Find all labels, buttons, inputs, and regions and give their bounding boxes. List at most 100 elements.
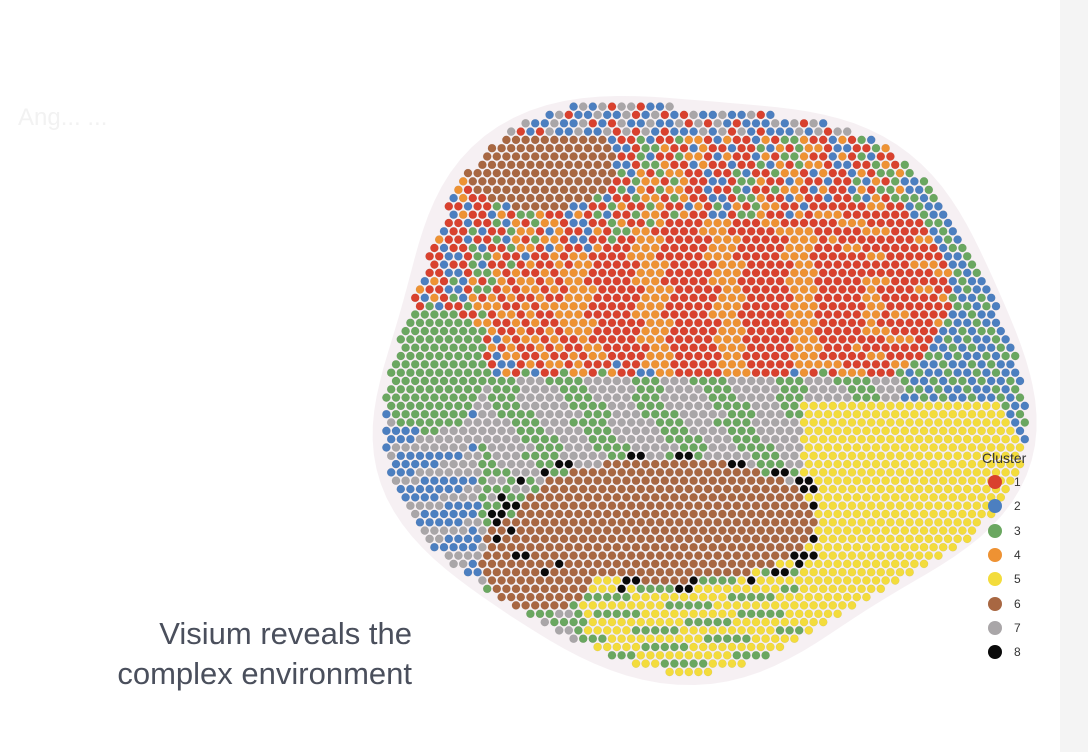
tissue-spot [895, 401, 905, 411]
tissue-spot [852, 160, 862, 170]
tissue-spot [631, 293, 641, 303]
tissue-spot [617, 218, 626, 228]
tissue-spot [866, 235, 876, 244]
tissue-spot [910, 293, 919, 303]
tissue-spot [727, 526, 737, 535]
tissue-spot [866, 185, 876, 195]
tissue-spot [559, 202, 569, 211]
tissue-spot [698, 143, 708, 153]
tissue-spot [794, 459, 804, 469]
tissue-spot [670, 177, 679, 186]
tissue-spot [746, 559, 756, 569]
tissue-spot [468, 177, 478, 186]
tissue-spot [598, 434, 607, 444]
tissue-spot [473, 368, 482, 378]
tissue-spot [713, 168, 722, 178]
tissue-spot [487, 409, 497, 419]
tissue-spot [641, 310, 650, 319]
tissue-spot [842, 160, 852, 170]
tissue-spot [866, 351, 876, 361]
tissue-spot [401, 493, 410, 502]
tissue-spot [593, 459, 602, 469]
tissue-spot [986, 343, 996, 353]
tissue-spot [828, 468, 838, 477]
tissue-spot [598, 601, 607, 610]
tissue-spot [631, 326, 641, 336]
tissue-spot [473, 401, 482, 411]
tissue-spot [612, 160, 622, 170]
tissue-spot [910, 443, 919, 452]
tissue-spot [511, 218, 521, 228]
tissue-spot [919, 310, 929, 319]
tissue-spot [1010, 468, 1020, 477]
tissue-spot [1001, 468, 1010, 477]
tissue-spot [722, 451, 732, 461]
tissue-spot [578, 418, 588, 427]
tissue-spot [602, 409, 612, 419]
tissue-spot [770, 534, 780, 544]
tissue-spot [919, 559, 929, 569]
tissue-spot [694, 202, 703, 211]
tissue-spot [751, 384, 761, 394]
tissue-spot [444, 218, 454, 228]
tissue-spot [473, 451, 482, 461]
tissue-spot [809, 501, 818, 511]
tissue-spot [550, 218, 559, 228]
tissue-spot [751, 318, 761, 328]
tissue-spot [401, 426, 410, 436]
tissue-spot [838, 202, 847, 211]
tissue-spot [785, 177, 794, 186]
tissue-spot [636, 268, 646, 278]
tissue-spot [684, 384, 694, 394]
tissue-spot [948, 343, 958, 353]
tissue-spot [799, 251, 809, 261]
tissue-spot [785, 376, 794, 386]
tissue-spot [564, 310, 574, 319]
tissue-spot [559, 235, 569, 244]
tissue-spot [838, 534, 847, 544]
tissue-spot [842, 326, 852, 336]
tissue-spot [780, 168, 790, 178]
tissue-spot [684, 351, 694, 361]
tissue-spot [689, 226, 698, 236]
tissue-spot [977, 509, 986, 519]
tissue-spot [780, 251, 790, 261]
tissue-spot [746, 326, 756, 336]
tissue-spot [650, 127, 660, 136]
tissue-spot [756, 210, 766, 219]
tissue-spot [415, 418, 425, 427]
tissue-spot [895, 251, 905, 261]
tissue-spot [746, 592, 756, 602]
tissue-spot [943, 384, 953, 394]
tissue-spot [761, 634, 770, 644]
tissue-spot [890, 359, 900, 369]
tissue-spot [718, 260, 727, 269]
tissue-spot [617, 119, 626, 128]
tissue-spot [761, 418, 770, 427]
tissue-spot [770, 168, 780, 178]
tissue-spot [578, 218, 588, 228]
tissue-spot [737, 293, 746, 303]
tissue-spot [506, 276, 516, 286]
tissue-spot [650, 243, 660, 253]
tissue-spot [722, 119, 732, 128]
tissue-spot [622, 542, 631, 552]
tissue-spot [770, 251, 780, 261]
tissue-spot [641, 542, 650, 552]
tissue-spot [521, 268, 530, 278]
tissue-spot [670, 509, 679, 519]
tissue-spot [924, 368, 934, 378]
tissue-spot [598, 617, 607, 627]
tissue-spot [545, 393, 554, 402]
tissue-spot [583, 359, 593, 369]
tissue-spot [434, 501, 444, 511]
tissue-spot [641, 110, 650, 120]
legend-item-6: 6 [978, 591, 1058, 615]
tissue-spot [761, 351, 770, 361]
tissue-spot [905, 368, 914, 378]
tissue-spot [674, 368, 684, 378]
tissue-spot [1001, 368, 1010, 378]
tissue-spot [727, 642, 737, 652]
tissue-spot [598, 484, 607, 494]
tissue-spot [458, 359, 468, 369]
